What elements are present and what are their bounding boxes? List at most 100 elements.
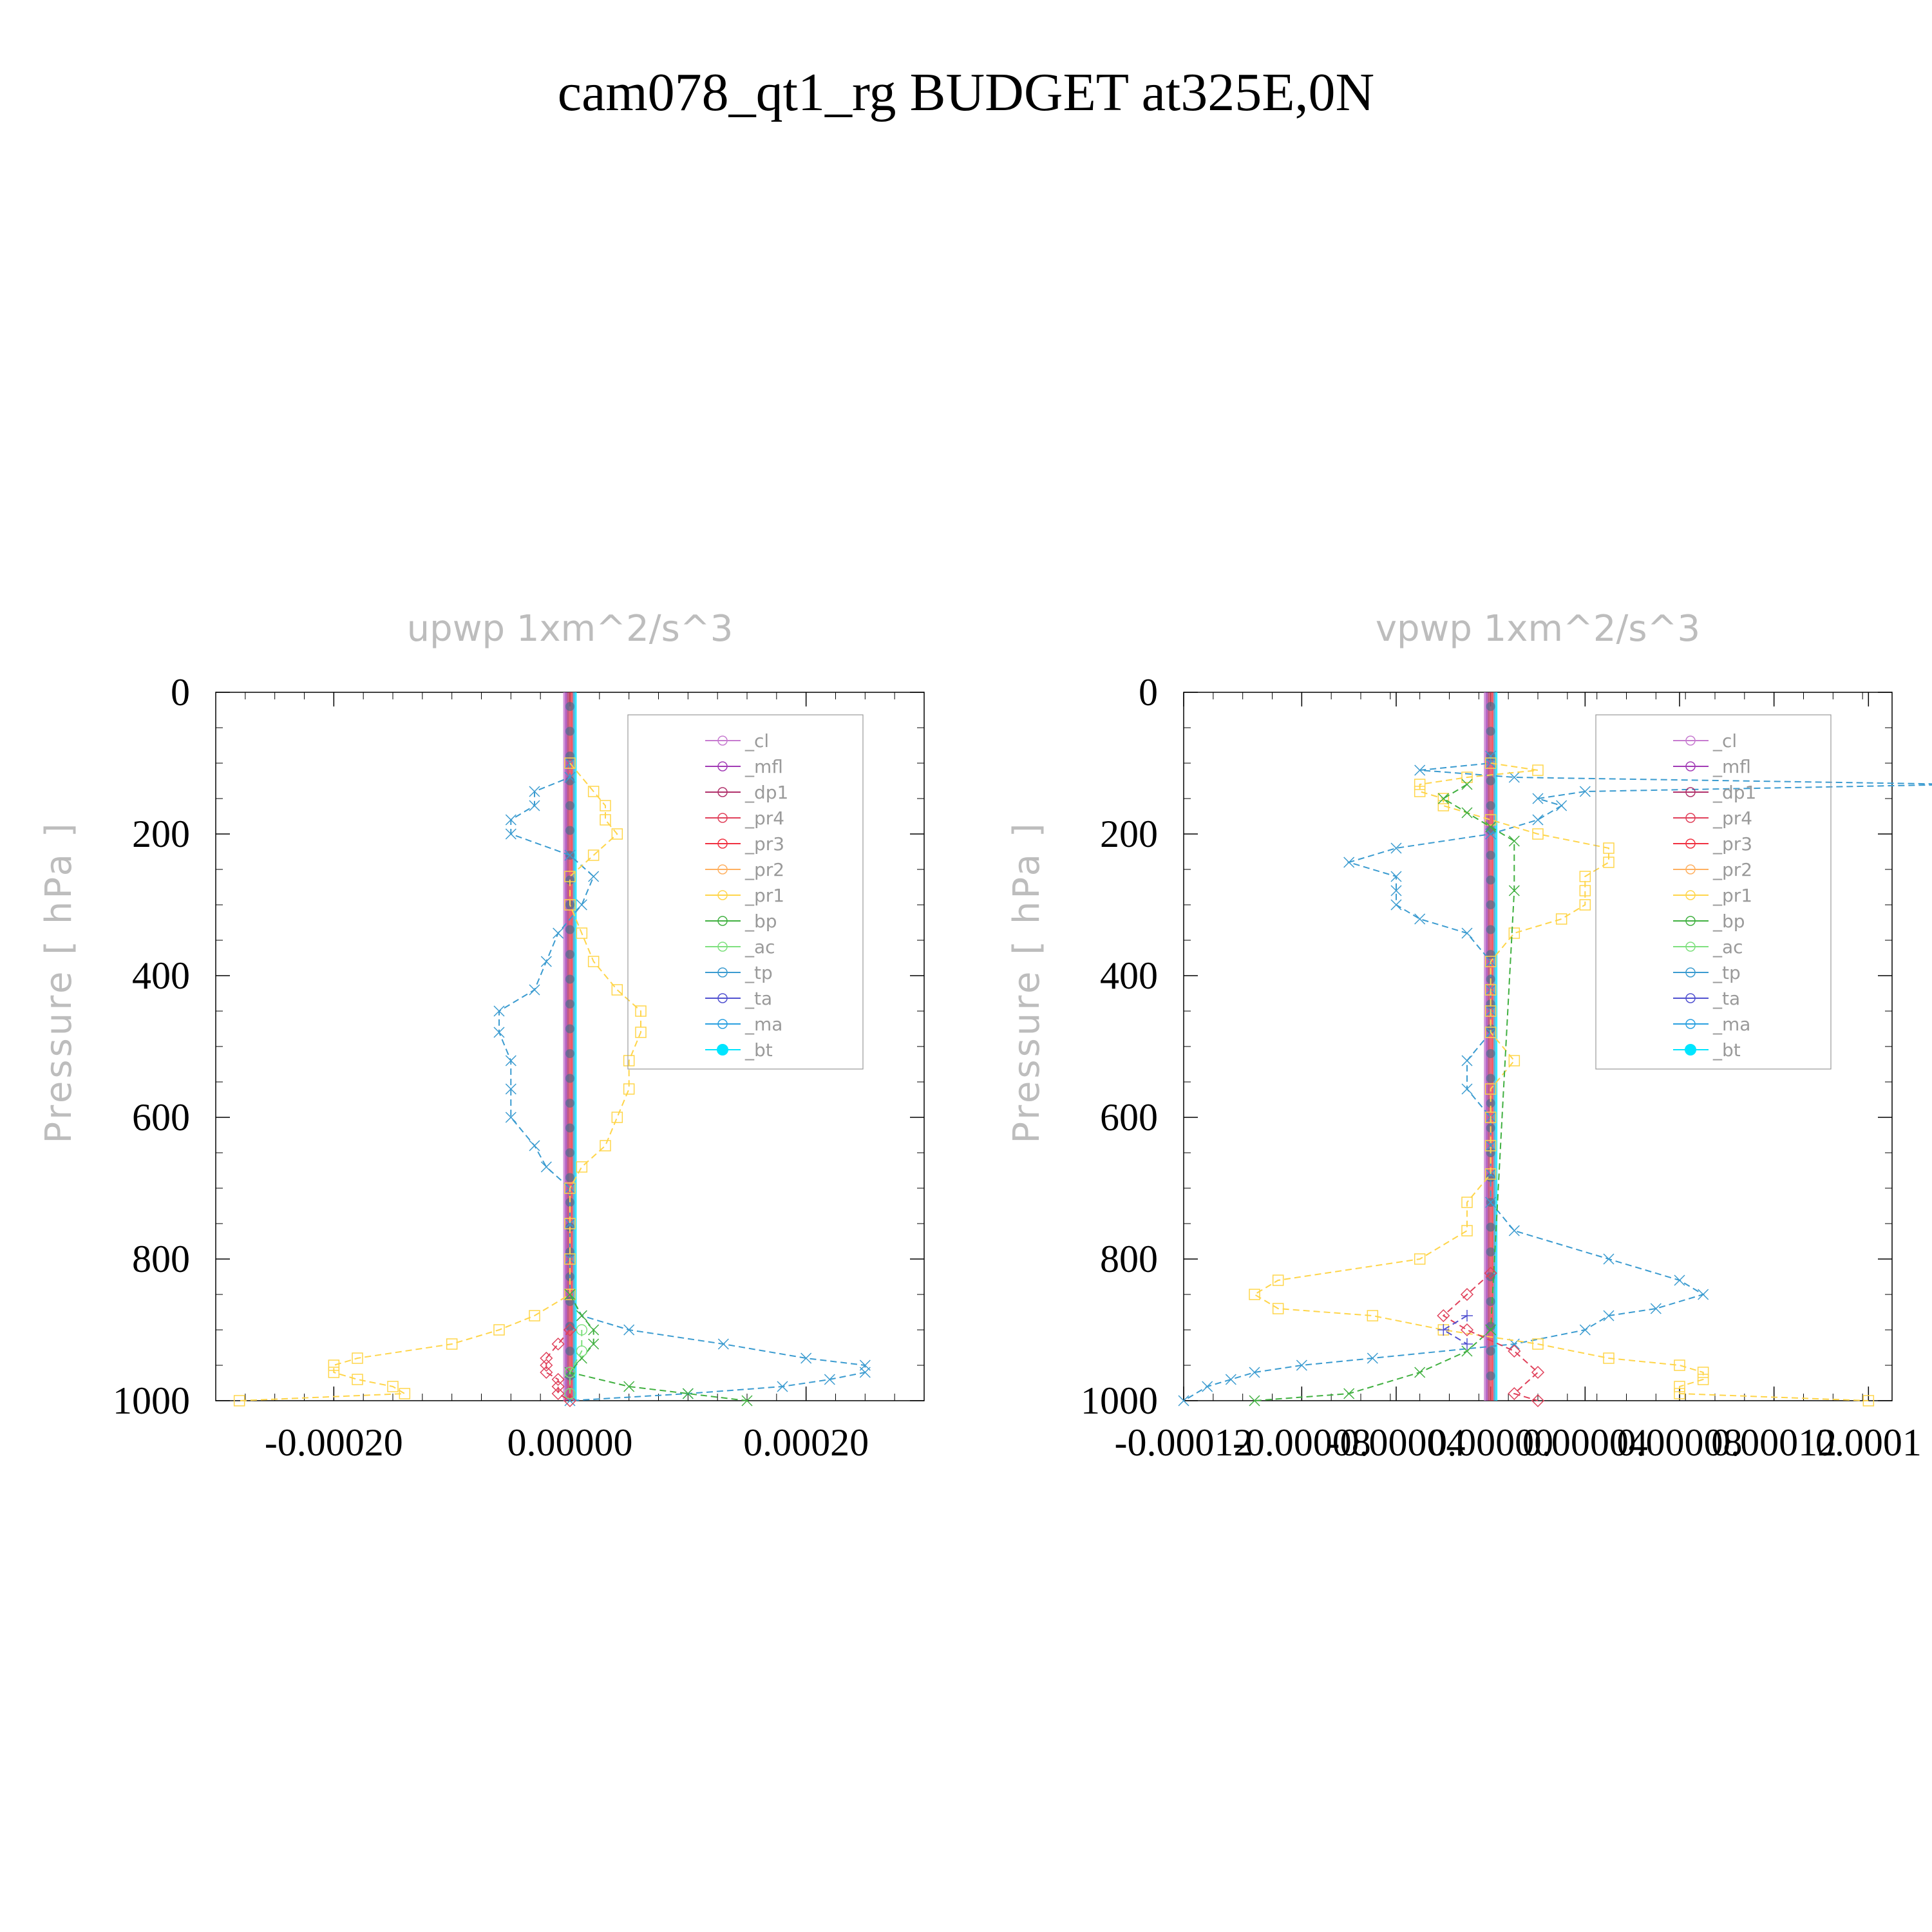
zero-series-marker xyxy=(1486,1347,1495,1356)
zero-series-marker xyxy=(1486,900,1495,909)
legend-swatch-marker xyxy=(1685,838,1696,849)
series-marker-pr1 xyxy=(1508,1055,1520,1066)
series-marker-pr1 xyxy=(1697,1374,1709,1385)
series-marker-tp xyxy=(1461,1055,1473,1066)
series-marker-tp xyxy=(576,899,587,911)
zero-series-marker xyxy=(565,1371,574,1381)
series-marker-bp xyxy=(623,1381,635,1392)
series-marker-tp xyxy=(564,849,576,861)
x-tick-label: 0.00012 xyxy=(1711,1421,1837,1464)
series-marker-bp xyxy=(1508,885,1520,896)
series-marker-pr1 xyxy=(1508,927,1520,939)
zero-series-marker xyxy=(1486,1247,1495,1256)
series-marker-tp xyxy=(1390,871,1402,882)
series-marker-bp xyxy=(1461,807,1473,819)
series-marker-tp xyxy=(540,1161,552,1173)
legend-box xyxy=(627,714,864,1070)
zero-series-marker xyxy=(1486,851,1495,860)
series-marker-bp xyxy=(588,1324,600,1336)
series-marker-tp xyxy=(529,786,540,797)
series-marker-pr4 xyxy=(551,1379,565,1394)
y-tick-label: 400 xyxy=(132,954,190,997)
series-marker-pr4 xyxy=(1508,1387,1521,1401)
series-marker-tp xyxy=(505,814,516,826)
series-marker-tp xyxy=(859,1367,871,1378)
series-marker-pr1 xyxy=(1484,1140,1497,1151)
legend-label: _dp1 xyxy=(744,782,788,803)
x-tick-label: -0.00004 xyxy=(1327,1421,1466,1464)
legend-swatch-marker xyxy=(717,1044,728,1056)
series-marker-tp xyxy=(493,1027,505,1038)
series-marker-pr1 xyxy=(328,1359,340,1371)
zero-series-marker xyxy=(1486,1024,1495,1034)
series-marker-tp xyxy=(1485,757,1497,769)
series-marker-pr1 xyxy=(564,1218,576,1229)
legend-label: _bt xyxy=(1712,1039,1741,1061)
zero-series-marker xyxy=(1486,1321,1495,1331)
series-marker-tp xyxy=(588,871,600,882)
series-marker-pr1 xyxy=(1579,899,1591,911)
series-marker-bp xyxy=(682,1388,694,1399)
series-marker-ac xyxy=(564,1367,576,1378)
y-tick-label: 600 xyxy=(1100,1096,1158,1139)
series-marker-ac xyxy=(576,1345,588,1357)
y-tick-label: 800 xyxy=(132,1238,190,1280)
series-marker-bp xyxy=(741,1395,753,1406)
x-tick-label: 0.00000 xyxy=(1428,1421,1553,1464)
zero-series-marker xyxy=(565,826,574,835)
legend-label: _cl xyxy=(1712,730,1737,752)
y-tick-label: 0 xyxy=(171,671,190,714)
series-marker-pr1 xyxy=(1437,793,1450,804)
series-marker-pr1 xyxy=(635,1005,647,1017)
zero-series-marker xyxy=(565,702,574,711)
series-marker-tp xyxy=(505,1083,516,1095)
series-marker-tp xyxy=(1508,772,1520,783)
series-marker-tp xyxy=(505,1112,516,1123)
y-tick-label: 400 xyxy=(1100,954,1158,997)
series-marker-tp xyxy=(1485,1140,1497,1151)
series-marker-tp xyxy=(540,956,552,967)
zero-series-marker xyxy=(1486,1297,1495,1306)
series-marker-pr4 xyxy=(1531,1365,1545,1379)
y-tick-label: 0 xyxy=(1139,671,1158,714)
series-marker-tp xyxy=(1579,1324,1591,1336)
series-marker-pr1 xyxy=(1484,1005,1497,1017)
legend-label: _tp xyxy=(744,962,773,983)
series-marker-tp xyxy=(1461,927,1473,939)
series-marker-tp xyxy=(564,772,576,783)
zero-series-marker xyxy=(1486,776,1495,786)
series-line-pr1 xyxy=(239,762,641,1401)
series-marker-pr1 xyxy=(493,1324,505,1336)
legend-swatch-marker xyxy=(1685,1044,1696,1056)
legend-swatch-marker xyxy=(1685,890,1696,900)
series-marker-pr1 xyxy=(576,927,588,939)
series-marker-pr1 xyxy=(600,1140,611,1151)
legend-label: _pr3 xyxy=(744,833,784,855)
series-marker-ta xyxy=(1461,1338,1473,1350)
series-marker-pr1 xyxy=(1367,1310,1379,1321)
zero-series-marker xyxy=(565,752,574,761)
legend-swatch-marker xyxy=(717,787,728,797)
zero-series-marker xyxy=(565,801,574,810)
series-marker-pr1 xyxy=(564,757,576,769)
series-marker-pr4 xyxy=(1531,1394,1545,1408)
legend-label: _ma xyxy=(1712,1014,1750,1035)
series-marker-pr1 xyxy=(1484,1027,1497,1038)
series-marker-tp xyxy=(1343,857,1355,868)
series-marker-pr1 xyxy=(1532,1338,1544,1350)
series-marker-tp xyxy=(1414,913,1426,925)
series-marker-pr1 xyxy=(1414,1253,1426,1265)
series-marker-tp xyxy=(717,1338,729,1350)
zero-series-marker xyxy=(1486,875,1495,885)
series-marker-pr1 xyxy=(564,1182,576,1194)
legend-swatch-marker xyxy=(1685,1019,1696,1029)
series-line-pr4 xyxy=(1442,1273,1539,1401)
x-tick-label: -0.00012 xyxy=(1115,1421,1253,1464)
legend-label: _pr3 xyxy=(1712,833,1752,855)
series-marker-tp xyxy=(1461,1083,1473,1095)
zero-series-marker xyxy=(565,1297,574,1306)
series-marker-pr1 xyxy=(600,814,611,826)
series-marker-pr1 xyxy=(1461,1225,1473,1236)
series-marker-pr1 xyxy=(1603,857,1615,868)
